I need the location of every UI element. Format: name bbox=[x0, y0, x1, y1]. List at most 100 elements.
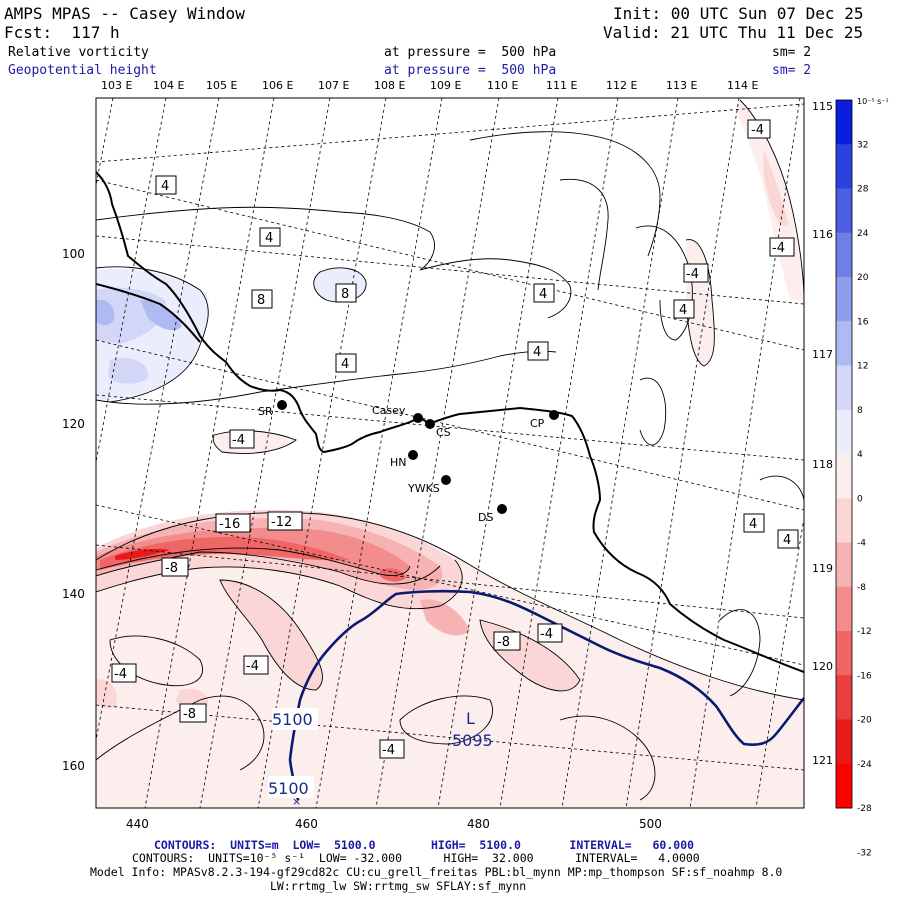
contour-label: 4 bbox=[259, 227, 281, 247]
colorbar-level-label: 24 bbox=[857, 229, 869, 239]
svg-text:4: 4 bbox=[539, 287, 547, 302]
station-marker bbox=[497, 504, 507, 514]
svg-text:-4: -4 bbox=[382, 743, 395, 758]
y-axis-labels: 100 120 140 160 bbox=[62, 247, 85, 773]
lon-label: 106 E bbox=[262, 79, 293, 92]
footer-height-contours: CONTOURS: UNITS=m LOW= 5100.0 HIGH= 5100… bbox=[154, 838, 695, 852]
svg-text:8: 8 bbox=[257, 293, 265, 308]
lon-label: 109 E bbox=[430, 79, 461, 92]
lon-label: 112 E bbox=[606, 79, 637, 92]
contour-label: 8 bbox=[251, 289, 273, 309]
contour-label: -8 bbox=[179, 703, 207, 723]
footer-physics-info: LW:rrtmg_lw SW:rrtmg_sw SFLAY:sf_mynn bbox=[270, 879, 527, 893]
contour-label: -4 bbox=[379, 739, 405, 759]
contour-label: 4 bbox=[527, 341, 549, 361]
svg-text:-4: -4 bbox=[114, 667, 127, 682]
footer-vorticity-contours: CONTOURS: UNITS=10⁻⁵ s⁻¹ LOW= -32.000 HI… bbox=[132, 851, 700, 865]
svg-text:-16: -16 bbox=[219, 517, 240, 532]
station-marker bbox=[408, 450, 418, 460]
contour-label: -4 bbox=[111, 663, 137, 683]
low-center-marker: × bbox=[292, 795, 301, 808]
coastline bbox=[96, 171, 804, 673]
x-axis-labels: 440 460 480 500 bbox=[126, 817, 662, 831]
svg-text:4: 4 bbox=[533, 345, 541, 360]
lon-label: 108 E bbox=[374, 79, 405, 92]
height-label: 5100 bbox=[272, 710, 313, 729]
svg-text:4: 4 bbox=[783, 533, 791, 548]
colorbar-swatch bbox=[836, 542, 852, 588]
colorbar-swatch bbox=[836, 586, 852, 632]
colorbar-level-label: 28 bbox=[857, 185, 869, 195]
colorbar: 10⁻⁵ s⁻¹ 32 28 24 20 16 12 8 4 0 -4 -8 -12 -16 -20 -24… bbox=[835, 97, 889, 858]
contour-label: -8 bbox=[161, 557, 189, 577]
colorbar-level-label: 8 bbox=[857, 406, 863, 416]
contour-label-group: -4 4 4 4 8 8 4 4 4 4 -4 -4 -4 4 -4 -16 -… bbox=[111, 119, 799, 759]
field1-smoothing: sm= 2 bbox=[772, 45, 812, 60]
station-marker bbox=[413, 413, 423, 423]
x-tick-label: 500 bbox=[639, 817, 662, 831]
svg-text:4: 4 bbox=[161, 179, 169, 194]
colorbar-level-label: 4 bbox=[857, 450, 863, 460]
field1-level: at pressure = 500 hPa bbox=[384, 45, 557, 60]
x-tick-label: 480 bbox=[467, 817, 490, 831]
colorbar-swatch bbox=[836, 763, 852, 809]
colorbar-swatch bbox=[836, 719, 852, 765]
colorbar-swatch bbox=[836, 675, 852, 720]
station-marker bbox=[441, 475, 451, 485]
colorbar-level-label: -16 bbox=[857, 671, 872, 681]
forecast-hour: Fcst: 117 h bbox=[4, 23, 120, 42]
top-longitude-labels: 103 E 104 E 105 E 106 E 107 E 108 E 109 … bbox=[101, 79, 758, 92]
colorbar-swatches bbox=[836, 100, 852, 809]
colorbar-swatch bbox=[836, 631, 852, 676]
station-label: DS bbox=[478, 511, 493, 524]
colorbar-level-label: 0 bbox=[857, 494, 863, 504]
station-label: Casey bbox=[372, 404, 406, 417]
lon-label: 113 E bbox=[666, 79, 697, 92]
low-value: 5095 bbox=[452, 731, 493, 750]
station-label: CP bbox=[530, 417, 545, 430]
field1-name: Relative vorticity bbox=[8, 45, 149, 60]
svg-text:-4: -4 bbox=[772, 241, 785, 256]
contour-label: 4 bbox=[777, 529, 799, 549]
colorbar-swatch bbox=[836, 365, 852, 411]
svg-text:-8: -8 bbox=[183, 707, 196, 722]
contour-label: -16 bbox=[215, 513, 251, 533]
colorbar-swatch bbox=[836, 144, 852, 189]
svg-text:-4: -4 bbox=[246, 659, 259, 674]
svg-text:-4: -4 bbox=[540, 627, 553, 642]
station-label: SR bbox=[258, 405, 273, 418]
footer-model-info: Model Info: MPASv8.2.3-194-gf29cd82c CU:… bbox=[90, 865, 783, 879]
colorbar-level-label: -12 bbox=[857, 627, 872, 637]
colorbar-swatch bbox=[836, 498, 852, 543]
lon-label: 107 E bbox=[318, 79, 349, 92]
svg-text:-12: -12 bbox=[271, 515, 292, 530]
y-tick-label: 100 bbox=[62, 247, 85, 261]
x-tick-label: 460 bbox=[295, 817, 318, 831]
low-symbol: L bbox=[466, 709, 475, 728]
field2-level: at pressure = 500 hPa bbox=[384, 63, 557, 78]
station-marker bbox=[425, 419, 435, 429]
station-label: HN bbox=[390, 456, 407, 469]
colorbar-swatch bbox=[836, 232, 852, 278]
contour-label: 4 bbox=[335, 353, 357, 373]
station-marker bbox=[277, 400, 287, 410]
colorbar-labels: 32 28 24 20 16 12 8 4 0 -4 -8 -12 -16 -20 -24 -28 -32 bbox=[857, 140, 872, 858]
svg-text:-8: -8 bbox=[497, 635, 510, 650]
colorbar-level-label: -4 bbox=[857, 539, 866, 549]
contour-label: -4 bbox=[243, 655, 269, 675]
colorbar-level-label: -28 bbox=[857, 804, 872, 814]
station-marker bbox=[549, 410, 559, 420]
colorbar-swatch bbox=[836, 188, 852, 234]
contour-label: 4 bbox=[673, 299, 695, 319]
lon-label: 104 E bbox=[153, 79, 184, 92]
svg-text:-4: -4 bbox=[751, 123, 764, 138]
height-label-group: 5100 5100 L 5095 bbox=[268, 708, 493, 798]
plot-title: AMPS MPAS -- Casey Window bbox=[4, 4, 245, 23]
svg-text:4: 4 bbox=[341, 357, 349, 372]
colorbar-level-label: 16 bbox=[857, 317, 869, 327]
height-label: 5100 bbox=[268, 779, 309, 798]
colorbar-swatch bbox=[836, 277, 852, 322]
svg-text:-8: -8 bbox=[165, 561, 178, 576]
init-time: Init: 00 UTC Sun 07 Dec 25 bbox=[613, 4, 864, 23]
